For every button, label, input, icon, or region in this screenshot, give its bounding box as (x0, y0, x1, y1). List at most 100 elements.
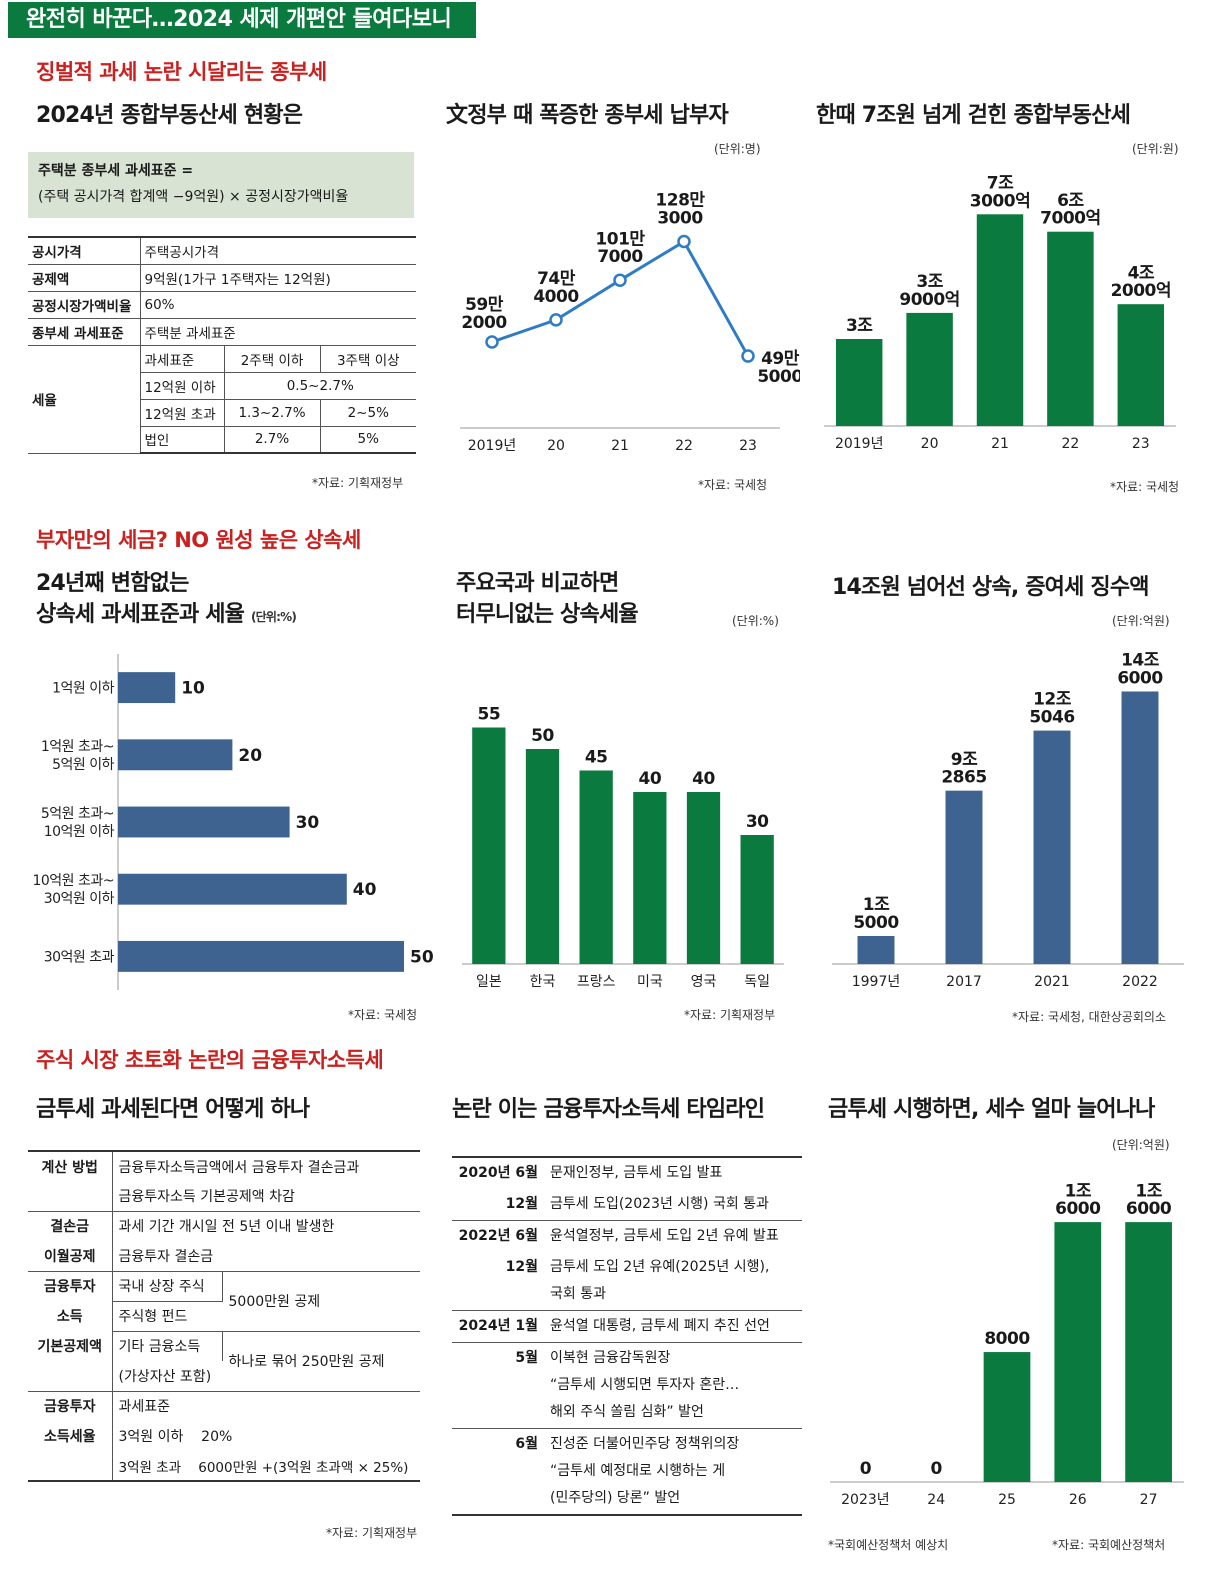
x-tick-label: 2022 (1122, 974, 1158, 990)
data-label: 12조 (1033, 690, 1072, 710)
timeline-event: 금투세 도입(2023년 시행) 국회 통과 (544, 1189, 802, 1221)
data-label: 101만 (595, 229, 645, 249)
table-row: 소득세율 3억원 이하 20% (28, 1421, 420, 1451)
timeline-row: 2022년 6월 윤석열정부, 금투세 도입 2년 유예 발표 (452, 1220, 802, 1252)
hbar-chart-inheritance: 10 1억원 이하 20 1억원 초과~ 5억원 이하 30 5억원 초과~ 10억원 이하 4… (32, 654, 434, 990)
data-label: 5000 (853, 913, 899, 933)
bar (1121, 691, 1159, 964)
timeline-event: 윤석열정부, 금투세 도입 2년 유예 발표 (544, 1220, 802, 1252)
source-note: *자료: 기획재정부 (312, 476, 404, 490)
x-tick-label: 미국 (637, 974, 663, 990)
y-tick-label: 10억원 이하 (44, 824, 115, 840)
data-label: 3000억 (970, 191, 1030, 211)
row-value: 금융투자 결손금 (112, 1241, 420, 1272)
bar (525, 749, 560, 964)
chart-note: *국회예산정책처 예상치 (828, 1538, 949, 1552)
data-label: 0 (931, 1459, 943, 1479)
chart-unit: (단위:억원) (1112, 614, 1170, 628)
chart-title-line: 주요국과 비교하면 (456, 571, 619, 596)
chart-title-line: 상속세 과세표준과 세율 (단위:%) (36, 599, 297, 633)
rate-cell: 0.5~2.7% (224, 372, 416, 400)
bar (1117, 304, 1165, 426)
bar (906, 312, 953, 426)
data-label: 3조 (916, 272, 943, 292)
timeline-event-line: 윤석열 대통령, 금투세 폐지 추진 선언 (550, 1318, 770, 1334)
row-value: (가상자산 포함) (112, 1361, 222, 1392)
data-label: 1조 (1135, 1181, 1162, 1201)
panel-title-fintax-timeline: 논란 이는 금융투자소득세 타임라인 (452, 1097, 765, 1122)
fintax-table: 계산 방법 금융투자소득금액에서 금융투자 결손금과 금융투자소득 기본공제액 … (28, 1150, 420, 1482)
data-label: 128만 (655, 191, 705, 211)
timeline-row: 5월 이복현 금융감독원장 “금투세 시행되면 투자자 혼란… 해외 주식 쏠림 심화… (452, 1342, 802, 1429)
table-row: 금융투자 과세표준 (28, 1391, 420, 1421)
data-label: 49만 (761, 349, 800, 369)
timeline-event-line: 진성준 더불어민주당 정책위의장 (550, 1436, 740, 1452)
panel-title-fintax-how: 금투세 과세된다면 어떻게 하나 (36, 1097, 310, 1122)
row-value: 국내 상장 주식 (112, 1271, 223, 1302)
timeline-row: 2024년 1월 윤석열 대통령, 금투세 폐지 추진 선언 (452, 1310, 802, 1343)
timeline-event-line: 이복현 금융감독원장 (550, 1350, 671, 1366)
source-note: *자료: 국회예산정책처 (1052, 1538, 1166, 1552)
section-title-jongbuse: 징벌적 과세 논란 시달리는 종부세 (36, 60, 327, 84)
y-tick-label: 1억원 초과~ (41, 739, 114, 755)
data-label: 50 (410, 947, 434, 967)
data-label: 3000 (657, 209, 703, 229)
timeline-row: 2020년 6월 문재인정부, 금투세 도입 발표 (452, 1156, 802, 1189)
timeline-event: 진성준 더불어민주당 정책위의장 “금투세 예정대로 시행하는 게 (민주당의) 당… (544, 1428, 802, 1516)
timeline-date: 6월 (452, 1428, 544, 1516)
timeline-event-line: 국회 통과 (550, 1286, 606, 1302)
row-key: 공제액 (28, 264, 141, 292)
bar-chart-jongbuse-revenue: 3조2019년3조9000억207조3000억216조7000억224조2000… (824, 173, 1176, 452)
timeline-date: 5월 (452, 1342, 544, 1429)
data-label: 30 (296, 813, 320, 833)
data-label: 40 (638, 769, 661, 789)
data-label: 1조 (863, 895, 890, 915)
x-tick-label: 21 (611, 438, 629, 454)
data-point (549, 313, 563, 327)
row-value: 하나로 묶어 250만원 공제 (222, 1331, 420, 1392)
row-value: 9억원(1가구 1주택자는 12억원) (140, 264, 416, 292)
chart-unit: (단위:원) (1132, 142, 1179, 156)
data-label: 5000 (757, 367, 800, 387)
data-label: 0 (860, 1459, 872, 1479)
x-tick-label: 20 (921, 436, 939, 452)
timeline-date: 12월 (505, 1196, 538, 1212)
bar (1125, 1222, 1172, 1482)
row-value: 과세 기간 개시일 전 5년 이내 발생한 (118, 1219, 335, 1236)
formula-line-1: 주택분 종부세 과세표준 = (38, 163, 194, 179)
table-row: 공정시장가액비율 60% (28, 291, 416, 319)
bar (983, 1352, 1031, 1482)
table-row: 기본공제액 기타 금융소득 하나로 묶어 250만원 공제 (28, 1331, 420, 1392)
row-key-cont (28, 1451, 113, 1482)
bar (1033, 730, 1071, 964)
timeline-row: 12월 금투세 도입(2023년 시행) 국회 통과 (452, 1189, 802, 1221)
x-tick-label: 25 (998, 1492, 1016, 1508)
data-label: 7000 (597, 247, 643, 267)
x-tick-label: 2021 (1034, 974, 1070, 990)
x-tick-label: 독일 (744, 974, 770, 990)
row-key: 기본공제액 (28, 1331, 113, 1361)
x-tick-label: 한국 (530, 974, 556, 990)
timeline-date: 2024년 1월 (452, 1310, 544, 1343)
x-tick-label: 22 (1061, 436, 1079, 452)
bar (118, 672, 176, 704)
data-point (613, 273, 627, 287)
bar (118, 873, 347, 905)
chart-unit: (단위:억원) (1112, 1138, 1170, 1152)
table-row: 소득 주식형 펀드 (28, 1301, 420, 1332)
chart-title-jongbuse-revenue: 한때 7조원 넘게 걷힌 종합부동산세 (816, 103, 1131, 128)
row-key-cont (28, 1181, 113, 1212)
bar (686, 792, 721, 964)
timeline-event: 이복현 금융감독원장 “금투세 시행되면 투자자 혼란… 해외 주식 쏠림 심화” … (544, 1342, 802, 1429)
chart-unit: (단위:명) (714, 142, 761, 156)
x-tick-label: 2017 (946, 974, 982, 990)
bar (118, 806, 290, 838)
data-label: 1조 (1065, 1181, 1092, 1201)
section-title-fintax: 주식 시장 초토화 논란의 금융투자소득세 (36, 1048, 384, 1072)
rate-cell: 5% (320, 426, 416, 454)
rate-head-cell: 과세표준 (140, 345, 225, 373)
bar (472, 727, 506, 964)
table-row: 이월공제 금융투자 결손금 (28, 1241, 420, 1272)
table-row: 금융투자소득 기본공제액 차감 (28, 1181, 420, 1212)
